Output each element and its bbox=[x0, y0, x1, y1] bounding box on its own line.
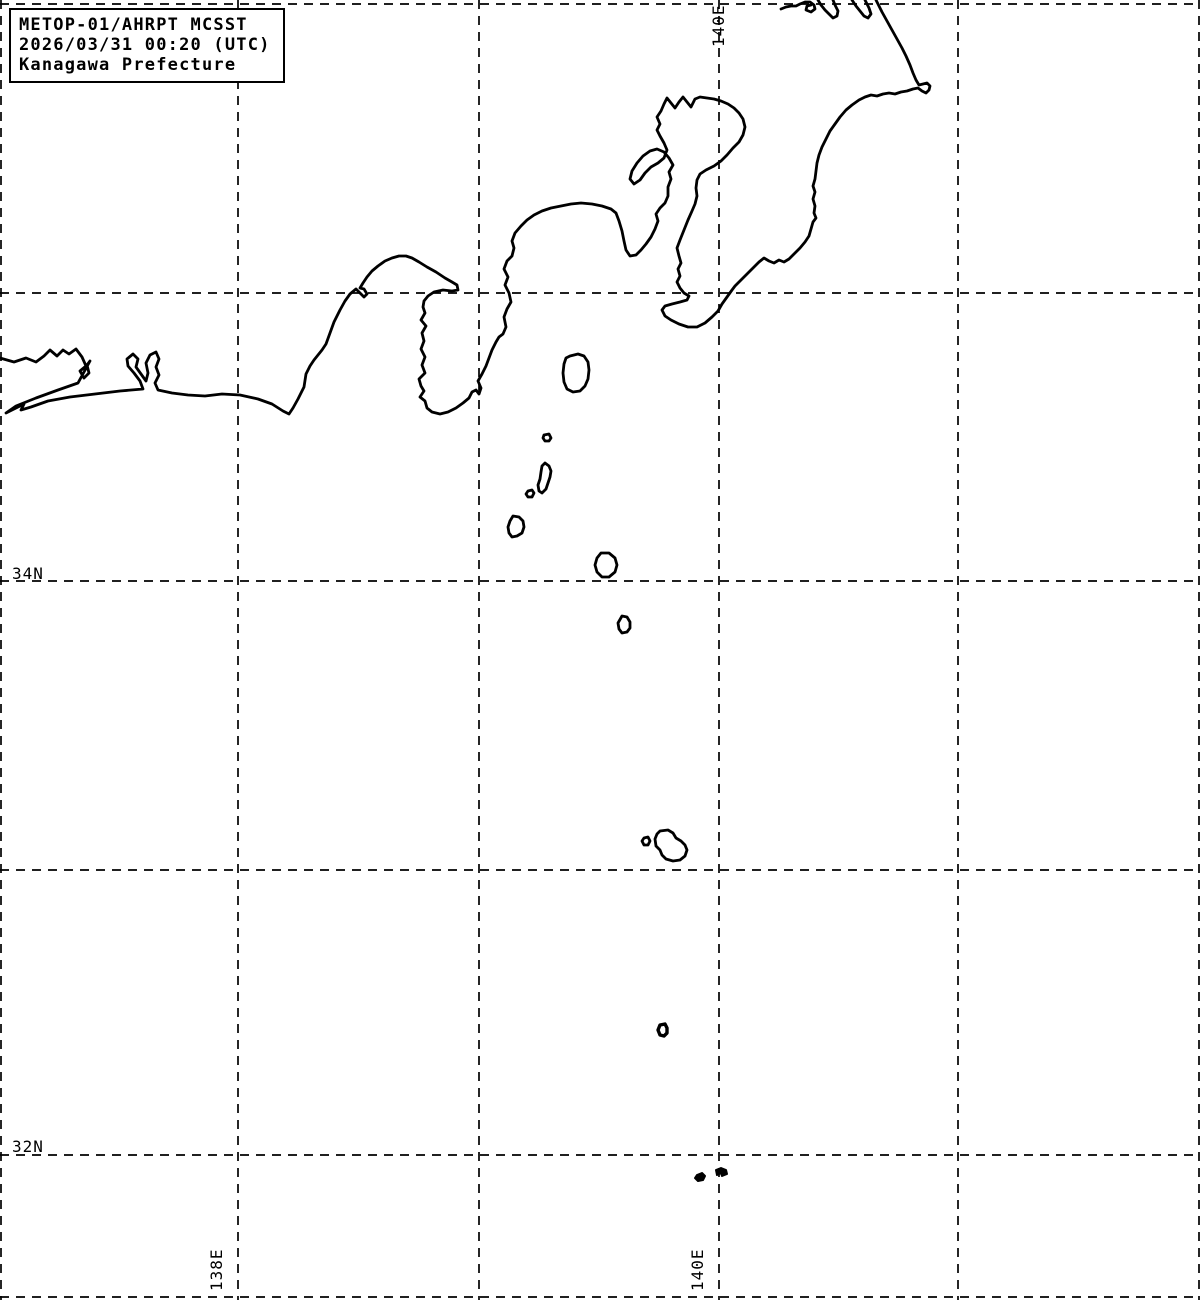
grid-label-138e-bottom: 138E bbox=[207, 1248, 226, 1291]
island-toshima bbox=[541, 432, 553, 443]
honshu-coastline bbox=[0, 0, 932, 416]
grid-label-140e-top: 140E bbox=[709, 4, 728, 47]
islet-bayonnaise-west bbox=[694, 1172, 706, 1182]
islet-bayonnaise-east bbox=[715, 1167, 728, 1177]
grid-labels: 140E 34N 32N 138E 140E bbox=[12, 4, 728, 1291]
island-niijima bbox=[536, 461, 553, 495]
grid-label-34n: 34N bbox=[12, 564, 44, 583]
island-hachijojima bbox=[653, 828, 689, 863]
island-hachijokojima bbox=[640, 835, 652, 847]
island-mikurajima bbox=[616, 614, 632, 635]
tokyo-bay-head-inlet-east bbox=[850, 0, 873, 20]
title-region: Kanagawa Prefecture bbox=[19, 55, 237, 75]
island-kozushima bbox=[506, 514, 526, 539]
coastlines bbox=[0, 0, 932, 1182]
grid-label-140e-bottom: 140E bbox=[688, 1248, 707, 1291]
island-aogashima bbox=[656, 1022, 669, 1038]
tokyo-bay-head-inlet-west bbox=[816, 0, 840, 20]
map-title-box: METOP-01/AHRPT MCSST 2026/03/31 00:20 (U… bbox=[9, 8, 285, 83]
island-miyakejima bbox=[593, 551, 619, 579]
title-datetime: 2026/03/31 00:20 (UTC) bbox=[19, 35, 271, 55]
grid-label-32n: 32N bbox=[12, 1137, 44, 1156]
title-product: METOP-01/AHRPT MCSST bbox=[19, 15, 248, 35]
island-shikinejima bbox=[524, 488, 536, 499]
tokyo-bay-head-spiral bbox=[779, 0, 817, 14]
island-oshima bbox=[561, 352, 591, 394]
